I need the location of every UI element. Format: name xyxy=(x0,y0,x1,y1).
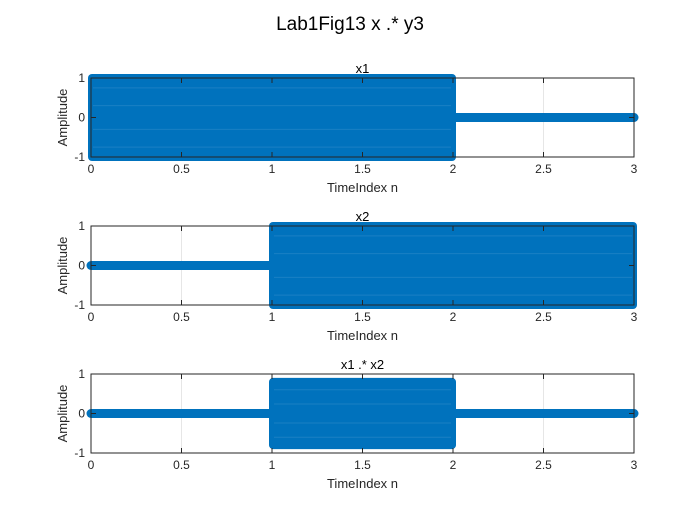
x-tick-label: 1.5 xyxy=(354,162,371,176)
x-tick-label: 0 xyxy=(88,458,95,472)
x-axis-label: TimeIndex n xyxy=(327,180,398,195)
x-tick-label: 0.5 xyxy=(173,458,190,472)
data-band xyxy=(88,74,456,161)
x-tick-label: 1 xyxy=(269,458,276,472)
y-axis-label: Amplitude xyxy=(55,237,70,295)
y-tick-label: 0 xyxy=(78,407,85,421)
y-tick-label: 1 xyxy=(78,71,85,85)
y-tick-label: 0 xyxy=(78,111,85,125)
x-tick-label: 3 xyxy=(631,310,638,324)
x-tick-label: 0 xyxy=(88,162,95,176)
x-tick-label: 2 xyxy=(450,458,457,472)
x-tick-label: 2.5 xyxy=(535,162,552,176)
x-tick-label: 0.5 xyxy=(173,162,190,176)
x-axis-label: TimeIndex n xyxy=(327,328,398,343)
y-tick-label: 1 xyxy=(78,219,85,233)
x-tick-label: 0.5 xyxy=(173,310,190,324)
axes-title: x1 .* x2 xyxy=(341,357,384,372)
x-tick-label: 0 xyxy=(88,310,95,324)
y-tick-label: -1 xyxy=(74,150,85,164)
y-tick-label: 0 xyxy=(78,259,85,273)
x-tick-label: 3 xyxy=(631,458,638,472)
data-band xyxy=(269,222,637,309)
x-tick-label: 3 xyxy=(631,162,638,176)
y-tick-label: 1 xyxy=(78,367,85,381)
data-band xyxy=(269,377,456,450)
y-axis-label: Amplitude xyxy=(55,89,70,147)
x-axis-label: TimeIndex n xyxy=(327,476,398,491)
x-tick-label: 2 xyxy=(450,310,457,324)
y-axis-label: Amplitude xyxy=(55,385,70,443)
y-tick-label: -1 xyxy=(74,298,85,312)
x-tick-label: 2 xyxy=(450,162,457,176)
axes-title: x1 xyxy=(356,61,370,76)
x-tick-label: 1.5 xyxy=(354,310,371,324)
x-tick-label: 1 xyxy=(269,310,276,324)
axes-title: x2 xyxy=(356,209,370,224)
x-tick-label: 1.5 xyxy=(354,458,371,472)
x-tick-label: 2.5 xyxy=(535,310,552,324)
y-tick-label: -1 xyxy=(74,446,85,460)
figure-title: Lab1Fig13 x .* y3 xyxy=(276,14,424,35)
x-tick-label: 1 xyxy=(269,162,276,176)
x-tick-label: 2.5 xyxy=(535,458,552,472)
